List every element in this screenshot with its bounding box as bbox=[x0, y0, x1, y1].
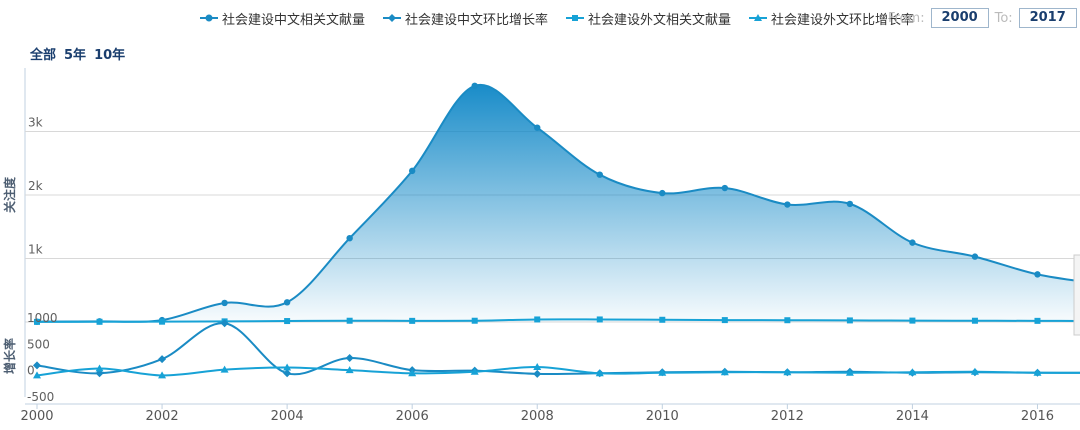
data-point bbox=[909, 317, 916, 324]
legend-label: 社会建设外文相关文献量 bbox=[588, 12, 732, 28]
data-point bbox=[159, 318, 166, 325]
x-tick-label: 2004 bbox=[271, 409, 304, 424]
from-label: From: bbox=[888, 10, 925, 26]
data-point bbox=[346, 234, 353, 242]
data-point bbox=[595, 369, 604, 377]
data-point bbox=[534, 124, 541, 131]
data-point bbox=[533, 362, 542, 370]
data-point bbox=[220, 365, 229, 373]
data-point bbox=[783, 368, 792, 376]
zoom-button-5y[interactable]: 5年 bbox=[64, 48, 87, 63]
chart-legend: 社会建设中文相关文献量 社会建设中文环比增长率 社会建设外文相关文献量 社会建设… bbox=[200, 8, 914, 28]
data-point bbox=[345, 354, 354, 363]
data-point bbox=[596, 316, 603, 323]
data-point bbox=[33, 361, 41, 370]
data-point bbox=[659, 316, 666, 323]
diamond-marker-icon bbox=[383, 14, 402, 22]
y-tick-label: 3k bbox=[28, 116, 43, 130]
data-point bbox=[221, 299, 228, 307]
data-point bbox=[471, 317, 478, 324]
data-point bbox=[596, 171, 603, 178]
triangle-marker-icon bbox=[749, 14, 768, 21]
x-tick-label: 2000 bbox=[20, 409, 53, 424]
data-point bbox=[33, 371, 41, 379]
data-point bbox=[971, 253, 979, 260]
data-point bbox=[846, 200, 854, 208]
x-tick-label: 2012 bbox=[771, 409, 804, 424]
data-point bbox=[283, 363, 292, 371]
data-point bbox=[721, 317, 728, 324]
data-point bbox=[471, 82, 478, 89]
series-line bbox=[36, 318, 1080, 323]
data-point bbox=[158, 355, 167, 364]
scroll-handle bbox=[1073, 254, 1080, 336]
x-tick-label: 2016 bbox=[1021, 409, 1054, 424]
data-point bbox=[95, 364, 104, 372]
zoom-button-10y[interactable]: 10年 bbox=[94, 48, 126, 63]
data-point bbox=[1033, 368, 1042, 376]
zoom-button-all[interactable]: 全部 bbox=[30, 48, 57, 63]
data-point bbox=[784, 201, 791, 208]
y-tick-label: 0 bbox=[27, 364, 35, 378]
date-range-inputs: From: 2000 To: 2017 bbox=[888, 8, 1077, 28]
y-tick-label: 2k bbox=[28, 179, 43, 193]
series-line bbox=[36, 322, 1080, 376]
square-marker-icon bbox=[566, 15, 585, 21]
x-tick-label: 2008 bbox=[521, 409, 554, 424]
data-point bbox=[1034, 317, 1041, 324]
data-point bbox=[659, 189, 666, 197]
data-point bbox=[533, 369, 542, 378]
data-point bbox=[658, 368, 667, 376]
legend-item-foreign-growth[interactable]: 社会建设外文环比增长率 bbox=[749, 9, 914, 28]
data-point bbox=[345, 366, 354, 374]
x-tick-label: 2002 bbox=[146, 409, 179, 424]
data-point bbox=[34, 318, 40, 325]
legend-item-cn-literature[interactable]: 社会建设中文相关文献量 bbox=[200, 9, 365, 28]
x-tick-label: 2014 bbox=[896, 409, 929, 424]
data-point bbox=[158, 371, 167, 379]
data-point bbox=[284, 318, 291, 325]
y-tick-label: 500 bbox=[27, 337, 50, 351]
data-point bbox=[346, 317, 353, 324]
data-point bbox=[721, 184, 729, 192]
x-tick-label: 2010 bbox=[646, 409, 679, 424]
circle-marker-icon bbox=[200, 14, 218, 22]
data-point bbox=[720, 368, 729, 376]
legend-label: 社会建设中文环比增长率 bbox=[405, 12, 549, 28]
to-date-input[interactable]: 2017 bbox=[1018, 8, 1077, 28]
series-area bbox=[37, 84, 1080, 322]
data-point bbox=[534, 316, 541, 323]
data-point bbox=[283, 299, 291, 306]
y-tick-label: -500 bbox=[27, 390, 54, 404]
data-point bbox=[909, 239, 916, 246]
data-point bbox=[846, 317, 853, 324]
from-date-input[interactable]: 2000 bbox=[930, 8, 989, 28]
legend-label: 社会建设外文环比增长率 bbox=[771, 12, 915, 28]
data-point bbox=[970, 367, 979, 375]
to-label: To: bbox=[994, 10, 1013, 26]
y-axis-title: 增长率 bbox=[2, 338, 17, 374]
range-selector: 全部 5年 10年 bbox=[30, 44, 125, 63]
data-point bbox=[283, 369, 292, 378]
data-point bbox=[96, 318, 103, 325]
data-point bbox=[1034, 271, 1041, 278]
legend-item-foreign-literature[interactable]: 社会建设外文相关文献量 bbox=[566, 9, 731, 28]
data-point bbox=[845, 368, 854, 376]
data-point bbox=[220, 319, 229, 328]
y-axis-title: 关注度 bbox=[2, 176, 17, 213]
x-tick-label: 2006 bbox=[396, 409, 429, 424]
data-point bbox=[971, 317, 978, 324]
y-tick-label: 1k bbox=[28, 243, 43, 257]
legend-label: 社会建设中文相关文献量 bbox=[222, 12, 366, 28]
data-point bbox=[908, 368, 917, 376]
data-point bbox=[408, 369, 417, 377]
data-point bbox=[470, 367, 479, 375]
data-point bbox=[409, 317, 416, 324]
y-tick-label: 1000 bbox=[27, 311, 58, 325]
series-line bbox=[36, 365, 1080, 377]
legend-item-cn-growth[interactable]: 社会建设中文环比增长率 bbox=[383, 9, 548, 28]
data-point bbox=[784, 317, 791, 324]
data-point bbox=[408, 167, 416, 175]
